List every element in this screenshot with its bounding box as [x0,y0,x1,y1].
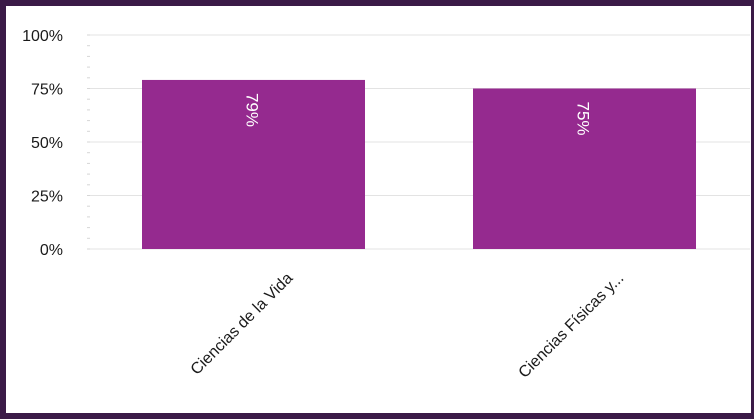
y-tick-label: 100% [22,28,63,45]
y-tick-label: 50% [31,135,63,152]
y-tick-label: 25% [31,189,63,206]
data-label: 79% [243,93,262,127]
x-axis-labels: Ciencias de la Vida Ciencias Físicas y... [188,270,628,382]
data-labels: 79% 75% [243,93,593,136]
y-tick-label: 75% [31,82,63,99]
x-tick-label: Ciencias Físicas y... [516,270,628,382]
y-axis-ticks: 0% 25% 50% 75% 100% [22,28,63,259]
bars [142,79,696,249]
y-tick-label: 0% [40,242,63,259]
bar [473,88,696,249]
x-tick-label: Ciencias de la Vida [188,270,297,379]
data-label: 75% [574,102,593,136]
bar [142,79,365,249]
